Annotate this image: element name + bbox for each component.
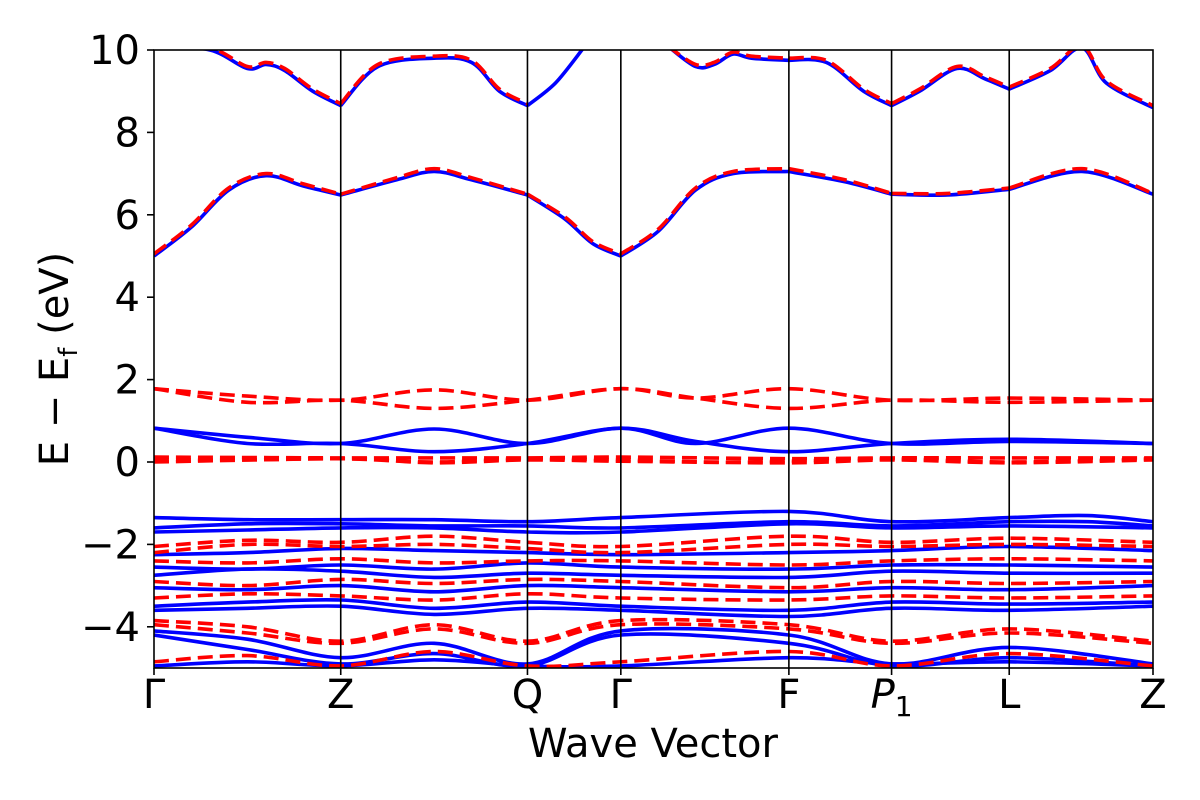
band-line-dashed bbox=[210, 50, 342, 106]
band-line-dashed bbox=[154, 542, 1153, 555]
band-line-solid bbox=[154, 561, 1153, 571]
band-line-solid bbox=[154, 583, 1153, 594]
y-tick-label: 6 bbox=[115, 193, 140, 239]
y-tick-label: 0 bbox=[115, 440, 140, 486]
y-tick-label: 4 bbox=[115, 275, 140, 321]
band-line-dashed bbox=[154, 456, 1153, 465]
kpoint-label: P1 bbox=[871, 672, 913, 723]
band-line-dashed bbox=[154, 534, 1153, 549]
band-line-solid bbox=[526, 50, 585, 108]
y-axis-title-main: E − E bbox=[32, 357, 78, 467]
y-tick-label: −4 bbox=[81, 605, 140, 651]
kpoint-label: Z bbox=[327, 672, 354, 718]
kpoint-divider-lines bbox=[339, 50, 1011, 668]
band-line-dashed bbox=[154, 617, 1153, 644]
band-line-dashed bbox=[1008, 166, 1153, 196]
band-line-solid bbox=[788, 57, 893, 108]
band-line-dashed bbox=[340, 166, 528, 196]
y-axis-title-unit: (eV) bbox=[32, 252, 78, 348]
band-line-solid bbox=[340, 169, 528, 197]
band-line-dashed bbox=[154, 622, 1153, 646]
band-lines bbox=[154, 50, 1153, 668]
kpoint-label: F bbox=[777, 672, 800, 718]
y-tick-label: 10 bbox=[89, 28, 140, 74]
band-line-solid bbox=[154, 509, 1153, 524]
band-line-solid bbox=[154, 544, 1153, 557]
x-axis-kpoint-labels: Γ Z Q Γ F P1 L Z bbox=[143, 668, 1167, 723]
band-line-solid bbox=[339, 56, 529, 108]
band-line-dashed bbox=[154, 171, 342, 256]
band-line-solid bbox=[154, 519, 1153, 530]
y-axis-title: E − Ef (eV) bbox=[32, 252, 84, 467]
band-line-dashed bbox=[154, 649, 1153, 668]
kpoint-label: Γ bbox=[143, 672, 166, 718]
band-line-solid bbox=[154, 426, 1153, 454]
band-line-solid bbox=[154, 173, 342, 258]
x-axis-title: Wave Vector bbox=[528, 721, 779, 767]
y-axis-ticks: −4 −2 0 2 4 6 8 10 bbox=[81, 28, 154, 651]
band-line-solid bbox=[154, 604, 1153, 619]
band-line-dashed bbox=[788, 166, 893, 196]
band-line-solid bbox=[198, 50, 342, 108]
band-line-dashed bbox=[339, 53, 529, 106]
band-line-dashed bbox=[526, 192, 622, 256]
band-line-dashed bbox=[890, 64, 1010, 106]
y-tick-label: 8 bbox=[115, 110, 140, 156]
band-line-dashed bbox=[1008, 50, 1153, 108]
band-line-solid bbox=[154, 632, 1153, 668]
band-line-dashed bbox=[154, 591, 1153, 602]
band-line-dashed bbox=[670, 50, 789, 68]
kpoint-label: Γ bbox=[610, 672, 633, 718]
plot-frame bbox=[153, 49, 1154, 669]
band-line-solid bbox=[154, 521, 1153, 535]
band-line-solid bbox=[890, 66, 1010, 108]
kpoint-label: Q bbox=[512, 672, 543, 718]
band-line-dashed bbox=[891, 186, 1010, 196]
band-line-solid bbox=[154, 655, 1153, 668]
y-tick-label: 2 bbox=[115, 358, 140, 404]
band-line-dashed bbox=[619, 166, 789, 256]
band-line-solid bbox=[154, 567, 1153, 580]
kpoint-label: Z bbox=[1139, 672, 1166, 718]
y-axis-title-subscript: f bbox=[54, 347, 84, 357]
band-line-solid bbox=[154, 626, 1153, 666]
kpoint-label: L bbox=[998, 672, 1021, 718]
band-line-solid bbox=[526, 193, 622, 258]
band-line-dashed bbox=[154, 386, 1153, 411]
band-line-dashed bbox=[154, 557, 1153, 567]
y-tick-label: −2 bbox=[81, 522, 140, 568]
band-line-solid bbox=[154, 597, 1153, 613]
band-line-dashed bbox=[154, 577, 1153, 590]
